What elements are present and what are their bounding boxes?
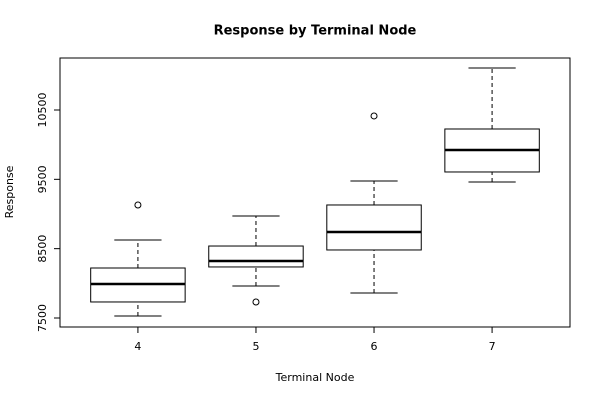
box [326,204,422,251]
box [208,245,304,268]
chart-title: Response by Terminal Node [214,24,417,39]
outlier [134,201,142,209]
x-tick-label: 7 [489,340,496,353]
outlier [252,298,260,306]
y-tick-label: 10500 [36,92,49,127]
y-tick-label: 7500 [36,304,49,332]
x-tick-label: 5 [252,340,259,353]
x-axis-label: Terminal Node [275,371,355,384]
y-tick-label: 9500 [36,165,49,193]
outlier [370,112,378,120]
y-axis-label: Response [3,165,16,218]
y-tick-label: 8500 [36,235,49,263]
x-tick-label: 6 [371,340,378,353]
plot-frame [59,57,571,328]
x-tick-label: 4 [134,340,141,353]
